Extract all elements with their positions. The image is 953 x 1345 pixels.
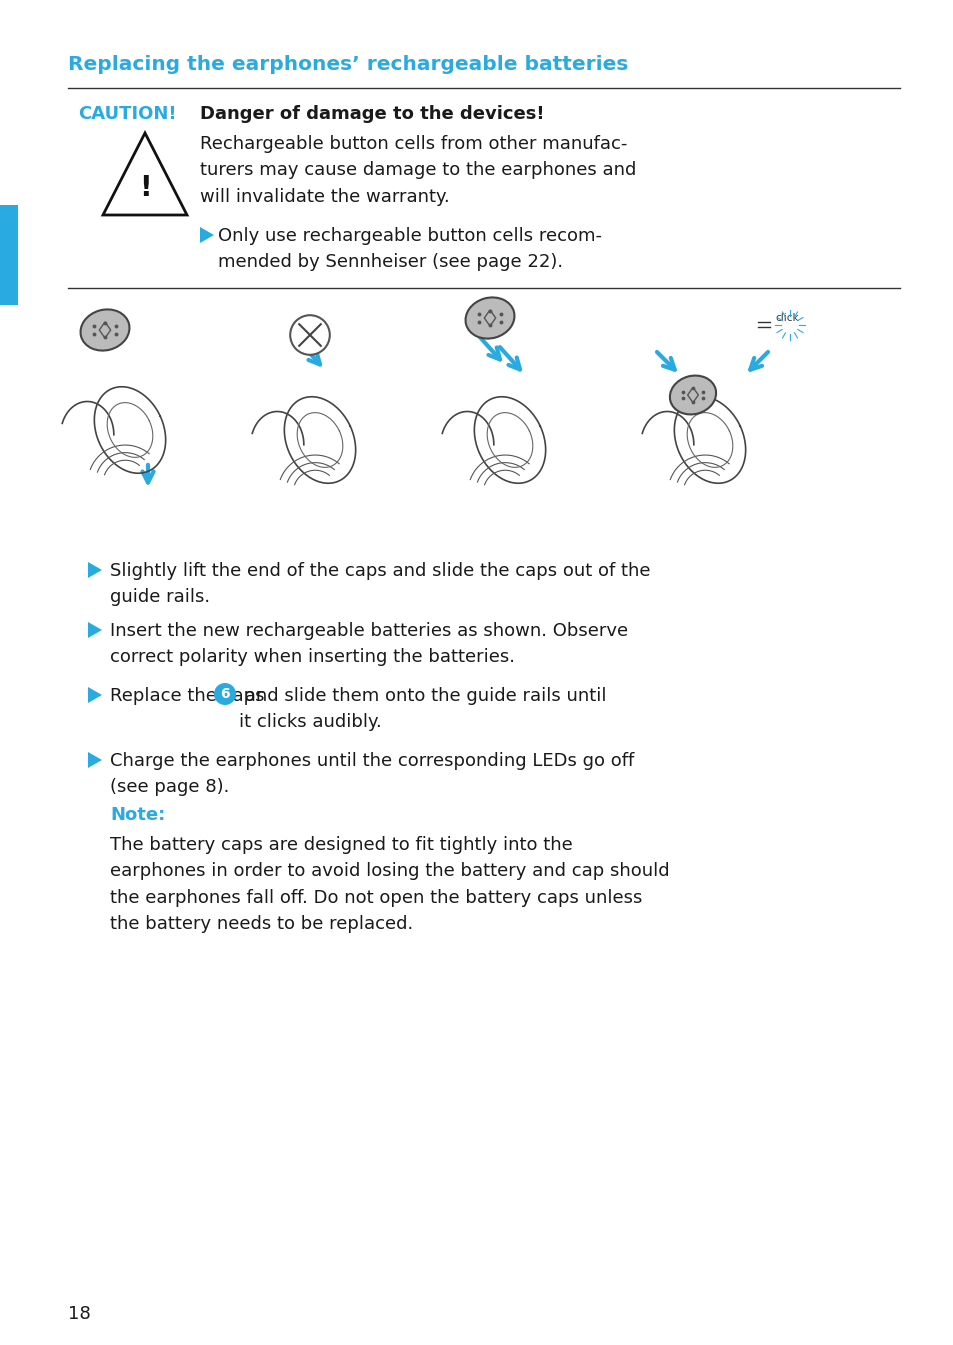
Text: Insert the new rechargeable batteries as shown. Observe
correct polarity when in: Insert the new rechargeable batteries as…	[110, 621, 627, 666]
Ellipse shape	[465, 297, 514, 339]
Ellipse shape	[80, 309, 130, 351]
Text: Only use rechargeable button cells recom-
mended by Sennheiser (see page 22).: Only use rechargeable button cells recom…	[218, 227, 601, 272]
Text: Charge the earphones until the corresponding LEDs go off
(see page 8).: Charge the earphones until the correspon…	[110, 752, 634, 796]
Polygon shape	[674, 397, 745, 483]
Polygon shape	[94, 387, 166, 473]
Text: Note:: Note:	[110, 806, 165, 824]
Polygon shape	[103, 133, 187, 215]
Circle shape	[213, 683, 235, 705]
Text: CAUTION!: CAUTION!	[78, 105, 176, 122]
Text: Replace the caps: Replace the caps	[110, 687, 270, 705]
Polygon shape	[88, 687, 102, 703]
Text: !: !	[138, 174, 152, 202]
Polygon shape	[284, 397, 355, 483]
Bar	[0, 204, 18, 305]
Text: Replacing the earphones’ rechargeable batteries: Replacing the earphones’ rechargeable ba…	[68, 55, 628, 74]
Polygon shape	[88, 621, 102, 638]
Text: Slightly lift the end of the caps and slide the caps out of the
guide rails.: Slightly lift the end of the caps and sl…	[110, 562, 650, 607]
Text: 6: 6	[220, 687, 230, 701]
Text: and slide them onto the guide rails until
it clicks audibly.: and slide them onto the guide rails unti…	[239, 687, 606, 732]
Text: Rechargeable button cells from other manufac-
turers may cause damage to the ear: Rechargeable button cells from other man…	[200, 134, 636, 206]
Polygon shape	[474, 397, 545, 483]
Text: 18: 18	[68, 1305, 91, 1323]
Polygon shape	[200, 227, 213, 243]
Polygon shape	[88, 752, 102, 768]
Text: The battery caps are designed to fit tightly into the
earphones in order to avoi: The battery caps are designed to fit tig…	[110, 837, 669, 933]
Circle shape	[290, 315, 330, 355]
Text: click: click	[774, 313, 798, 323]
Ellipse shape	[669, 375, 716, 414]
Polygon shape	[88, 562, 102, 578]
Text: Danger of damage to the devices!: Danger of damage to the devices!	[200, 105, 544, 122]
